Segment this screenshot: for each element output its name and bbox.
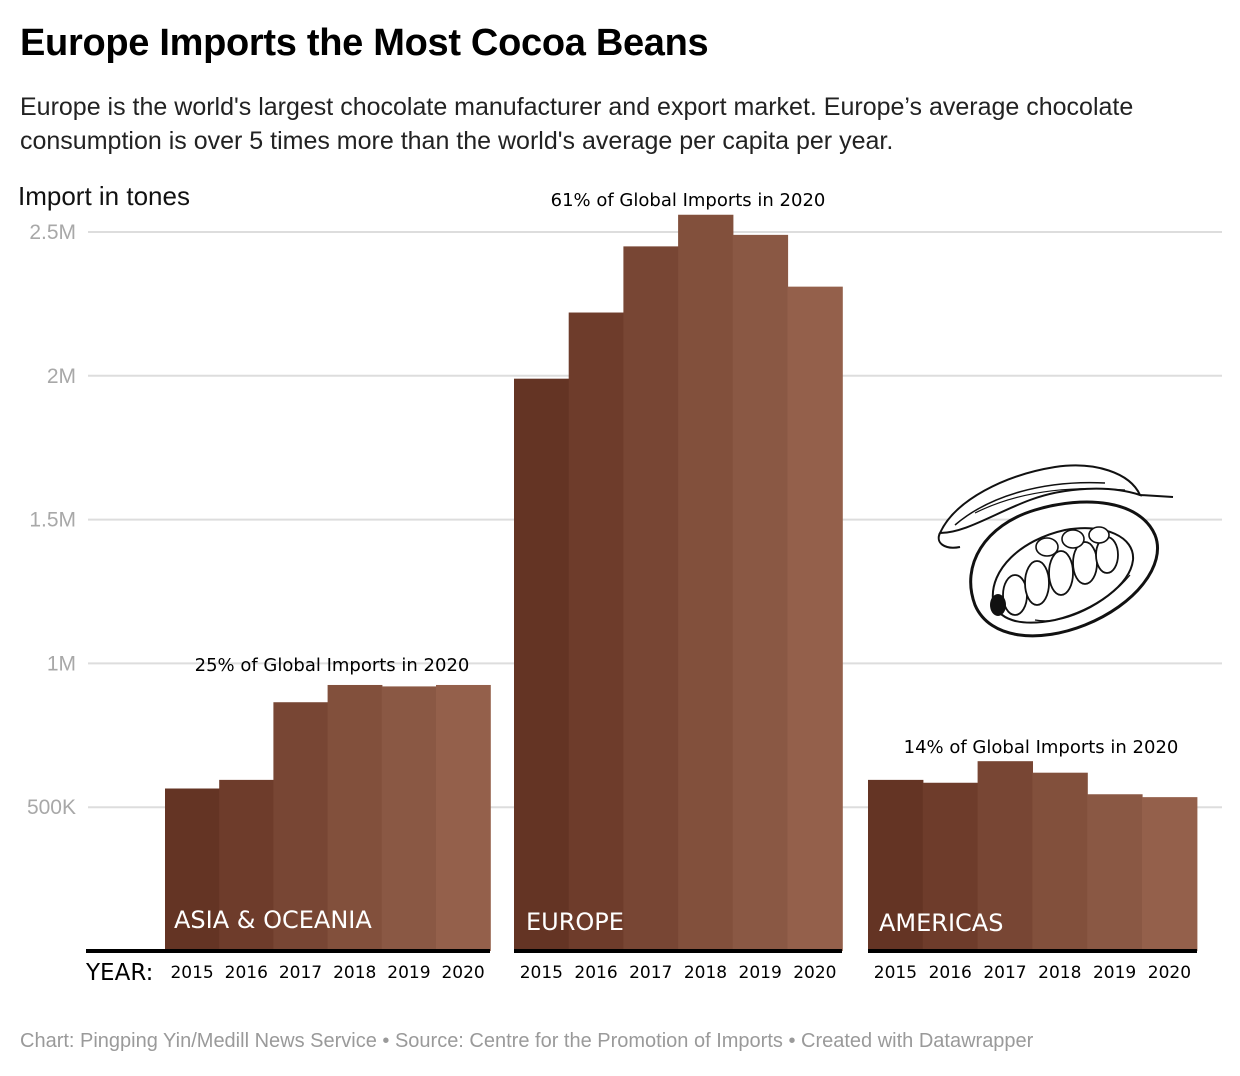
chart-title: Europe Imports the Most Cocoa Beans xyxy=(20,22,709,64)
x-tick-label: 2016 xyxy=(929,963,972,983)
cocoa-pod-icon xyxy=(937,464,1174,638)
bar xyxy=(1142,797,1198,951)
y-axis-label: Import in tones xyxy=(18,181,190,211)
x-tick-label: 2018 xyxy=(684,963,727,983)
x-tick-label: 2016 xyxy=(225,963,268,983)
x-tick-label: 2020 xyxy=(441,963,484,983)
y-tick-label: 1M xyxy=(47,652,76,675)
x-tick-label: 2015 xyxy=(170,963,213,983)
y-tick-label: 500K xyxy=(27,796,76,819)
region-label: ASIA & OCEANIA xyxy=(174,906,372,934)
bar xyxy=(787,286,843,951)
bars xyxy=(165,214,1198,952)
bar xyxy=(165,788,220,951)
annotation-label: 14% of Global Imports in 2020 xyxy=(904,737,1179,758)
bar xyxy=(678,214,734,951)
bar xyxy=(381,686,437,951)
chart-footer: Chart: Pingping Yin/Medill News Service … xyxy=(20,1030,1034,1052)
x-tick-label: 2016 xyxy=(574,963,617,983)
region-label: AMERICAS xyxy=(879,909,1003,937)
region-label: EUROPE xyxy=(526,908,624,936)
bar xyxy=(568,312,624,951)
bar xyxy=(1032,772,1088,951)
x-axis-prefix: YEAR: xyxy=(85,960,153,986)
annotation-label: 25% of Global Imports in 2020 xyxy=(195,655,470,676)
x-tick-label: 2015 xyxy=(874,963,917,983)
x-tick-label: 2018 xyxy=(333,963,376,983)
x-tick-label: 2015 xyxy=(520,963,563,983)
bar xyxy=(219,779,274,951)
x-tick-label: 2019 xyxy=(1093,963,1136,983)
x-tick-label: 2019 xyxy=(387,963,430,983)
x-tick-label: 2017 xyxy=(983,963,1026,983)
bar xyxy=(623,246,679,951)
x-tick-label: 2019 xyxy=(739,963,782,983)
x-tick-label: 2017 xyxy=(279,963,322,983)
bar xyxy=(732,234,789,952)
y-tick-label: 2.5M xyxy=(29,221,76,244)
x-tick-label: 2018 xyxy=(1038,963,1081,983)
bar xyxy=(514,378,570,951)
chart-subtitle: Europe is the world's largest chocolate … xyxy=(20,93,1134,155)
bar xyxy=(436,684,491,951)
bar xyxy=(868,779,924,951)
y-tick-label: 1.5M xyxy=(29,509,76,532)
bar xyxy=(977,761,1033,951)
bar xyxy=(922,782,979,951)
x-tick-label: 2020 xyxy=(793,963,836,983)
bar xyxy=(1087,794,1143,951)
bar xyxy=(327,684,383,951)
x-tick-label: 2017 xyxy=(629,963,672,983)
x-tick-label: 2020 xyxy=(1148,963,1191,983)
labels: 500K 1M 1.5M 2M 2.5M Import in tones 2015 2016 2… xyxy=(18,181,1191,986)
bar xyxy=(273,702,329,951)
annotation-label: 61% of Global Imports in 2020 xyxy=(551,190,826,211)
y-tick-label: 2M xyxy=(47,365,76,388)
